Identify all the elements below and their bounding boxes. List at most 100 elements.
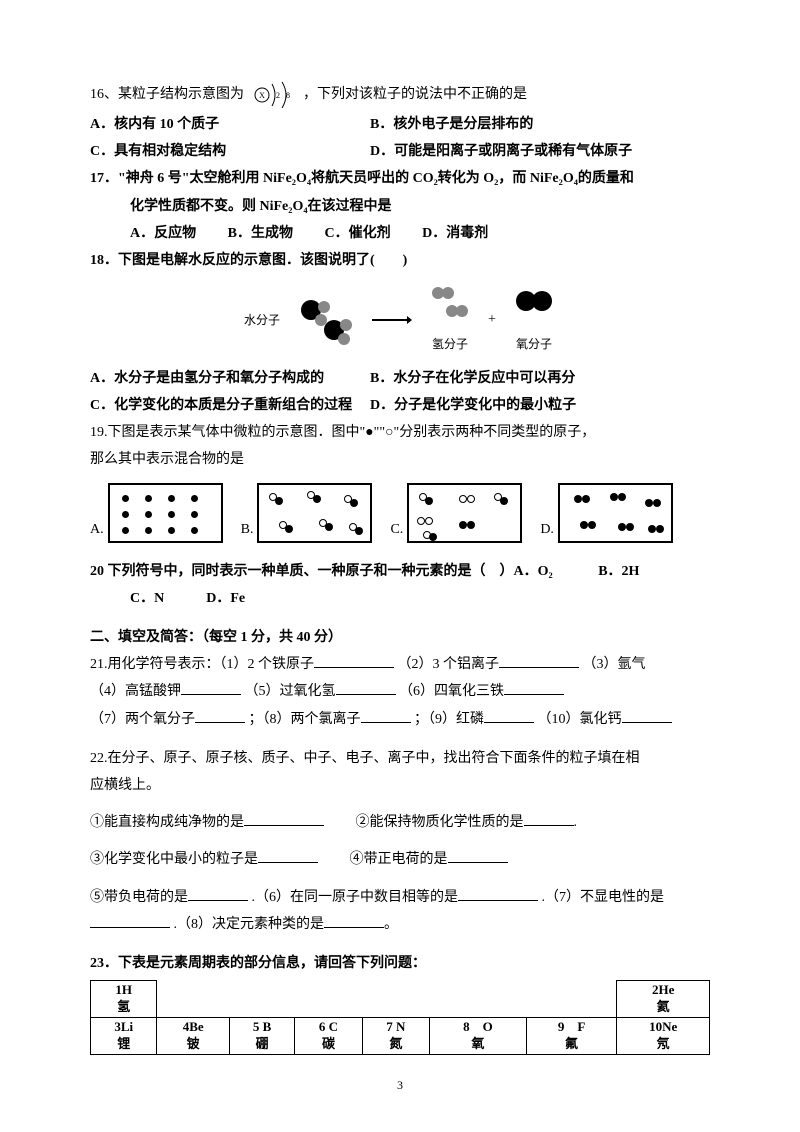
svg-text:8: 8	[286, 91, 290, 100]
q18-stem: 18．下图是电解水反应的示意图．该图说明了( )	[90, 248, 710, 273]
q18-diagram: 水分子 氢分子 + 氧分子	[90, 283, 710, 356]
q16-optB: B．核外电子是分层排布的	[370, 112, 710, 137]
q22-p2: ②能保持物质化学性质的是	[356, 815, 524, 830]
q17-optC: C．催化剂	[324, 226, 390, 241]
cell-5B: 5 B硼	[229, 1017, 294, 1054]
blank-21-6[interactable]	[504, 679, 564, 695]
q19-labelD: D.	[540, 517, 554, 542]
q21-l2c: （6）四氧化三铁	[399, 684, 504, 699]
svg-text:X: X	[259, 91, 265, 100]
q17-optB: B．生成物	[228, 226, 293, 241]
blank-22-2[interactable]	[524, 810, 574, 826]
q18-optA: A．水分子是由氢分子和氧分子构成的	[90, 366, 370, 391]
cell-8O: 8 O氧	[430, 1017, 527, 1054]
q19-stem2: 那么其中表示混合物的是	[90, 447, 710, 472]
periodic-table: 1H氢 2He氦 3Li锂 4Be铍 5 B硼 6 C碳 7 N氮 8 O氧 9…	[90, 980, 710, 1055]
q17-stem1: 17．"神舟 6 号"太空舱利用 NiFe₂O₄将航天员呼出的 CO₂转化为 O…	[90, 166, 710, 191]
q21-l1c: （3）氩气	[583, 657, 646, 672]
blank-21-10[interactable]	[622, 707, 672, 723]
q22-row3: ⑤带负电荷的是 .（6）在同一原子中数目相等的是 .（7）不显电性的是	[90, 885, 710, 910]
blank-22-5[interactable]	[188, 885, 248, 901]
blank-22-4[interactable]	[448, 847, 508, 863]
cell-1H: 1H氢	[91, 981, 157, 1018]
q22-stem2: 应横线上。	[90, 773, 710, 798]
q21-l3d: （10）氯化钙	[538, 712, 622, 727]
q22-p3: ③化学变化中最小的粒子是	[90, 852, 258, 867]
q16-row2: C．具有相对稳定结构 D．可能是阳离子或阴离子或稀有气体原子	[90, 139, 710, 164]
q22-row2: ③化学变化中最小的粒子是 ④带正电荷的是	[90, 847, 710, 872]
blank-21-9[interactable]	[484, 707, 534, 723]
page-number: 3	[90, 1075, 710, 1097]
q21-l3a: （7）两个氧分子	[90, 712, 195, 727]
q21-l3c: ；（9）红磷	[414, 712, 484, 727]
water-molecules-icon	[296, 295, 356, 345]
q16-stem: 16、某粒子结构示意图为 X 2 8 ，下列对该粒子的说法中不正确的是	[90, 80, 710, 110]
q17-optD: D．消毒剂	[422, 226, 488, 241]
q16-optD: D．可能是阳离子或阴离子或稀有气体原子	[370, 139, 710, 164]
blank-21-5[interactable]	[336, 679, 396, 695]
q19-labelC: C.	[390, 517, 403, 542]
blank-22-8[interactable]	[324, 912, 384, 928]
blank-22-1[interactable]	[244, 810, 324, 826]
blank-21-1[interactable]	[314, 652, 394, 668]
q22-p4: ④带正电荷的是	[350, 852, 448, 867]
blank-21-7[interactable]	[195, 707, 245, 723]
q16-optC: C．具有相对稳定结构	[90, 139, 370, 164]
h2-molecules-icon	[428, 283, 472, 323]
q22-stem1: 22.在分子、原子、原子核、质子、中子、电子、离子中，找出符合下面条件的粒子填在…	[90, 746, 710, 771]
o2-molecule-icon	[512, 283, 556, 323]
q19-boxA	[108, 483, 223, 543]
cell-10Ne: 10Ne氖	[617, 1017, 710, 1054]
q20-line2: C．N D．Fe	[90, 586, 710, 611]
cell-9F: 9 F氟	[526, 1017, 617, 1054]
q16-row1: A．核内有 10 个质子 B．核外电子是分层排布的	[90, 112, 710, 137]
q22-p7: .（7）不显电性的是	[542, 890, 665, 905]
q22-p1: ①能直接构成纯净物的是	[90, 815, 244, 830]
q21-l3b: ；（8）两个氯离子	[249, 712, 361, 727]
cell-empty	[157, 981, 617, 1018]
blank-22-6[interactable]	[458, 885, 538, 901]
q19-boxD	[558, 483, 673, 543]
blank-22-3[interactable]	[258, 847, 318, 863]
arrow-icon	[372, 314, 412, 326]
q17-options: A．反应物 B．生成物 C．催化剂 D．消毒剂	[90, 221, 710, 246]
blank-21-2[interactable]	[499, 652, 579, 668]
blank-21-4[interactable]	[181, 679, 241, 695]
h2-label: 氢分子	[428, 334, 472, 356]
cell-6C: 6 C碳	[295, 1017, 362, 1054]
cell-3Li: 3Li锂	[91, 1017, 157, 1054]
cell-7N: 7 N氮	[362, 1017, 429, 1054]
q21-line1: 21.用化学符号表示：（1）2 个铁原子 （2）3 个铝离子 （3）氩气	[90, 652, 710, 677]
q18-optD: D．分子是化学变化中的最小粒子	[370, 393, 710, 418]
q20-line1: 20 下列符号中，同时表示一种单质、一种原子和一种元素的是（ ）A．O₂ B．2…	[90, 559, 710, 584]
q19-labelB: B.	[241, 517, 254, 542]
q18-optB: B．水分子在化学反应中可以再分	[370, 366, 710, 391]
q22-p5: ⑤带负电荷的是	[90, 890, 188, 905]
o2-label: 氧分子	[512, 334, 556, 356]
q19-boxes: A. B. C. D.	[90, 483, 710, 543]
q19-boxB	[257, 483, 372, 543]
q21-line2: （4）高锰酸钾 （5）过氧化氢 （6）四氧化三铁	[90, 679, 710, 704]
q20-stem: 20 下列符号中，同时表示一种单质、一种原子和一种元素的是（ ）A．O₂	[90, 564, 553, 579]
q18-optC: C．化学变化的本质是分子重新组合的过程	[90, 393, 370, 418]
q19-stem1: 19.下图是表示某气体中微粒的示意图．图中"●""○"分别表示两种不同类型的原子…	[90, 420, 710, 445]
q21-line3: （7）两个氧分子 ；（8）两个氯离子 ；（9）红磷 （10）氯化钙	[90, 707, 710, 732]
q18-row2: C．化学变化的本质是分子重新组合的过程 D．分子是化学变化中的最小粒子	[90, 393, 710, 418]
q19-boxC	[407, 483, 522, 543]
o2-group: 氧分子	[512, 283, 556, 356]
q16-optA: A．核内有 10 个质子	[90, 112, 370, 137]
q22-row4: .（8）决定元素种类的是。	[90, 912, 710, 937]
q20-optB: B．2H	[598, 564, 639, 579]
q22-row1: ①能直接构成纯净物的是 ②能保持物质化学性质的是.	[90, 810, 710, 835]
blank-22-7[interactable]	[90, 912, 170, 928]
section2-heading: 二、填空及简答：（每空 1 分，共 40 分）	[90, 625, 710, 650]
q21-l1a: 21.用化学符号表示：（1）2 个铁原子	[90, 657, 314, 672]
svg-text:2: 2	[276, 91, 280, 100]
q21-l2a: （4）高锰酸钾	[90, 684, 181, 699]
cell-4Be: 4Be铍	[157, 1017, 229, 1054]
q16-stem-post: ，下列对该粒子的说法中不正确的是	[303, 87, 527, 102]
q18-row1: A．水分子是由氢分子和氧分子构成的 B．水分子在化学反应中可以再分	[90, 366, 710, 391]
blank-21-8[interactable]	[361, 707, 411, 723]
q17-optA: A．反应物	[130, 226, 196, 241]
q17-stem2: 化学性质都不变。则 NiFe₂O₄在该过程中是	[90, 194, 710, 219]
